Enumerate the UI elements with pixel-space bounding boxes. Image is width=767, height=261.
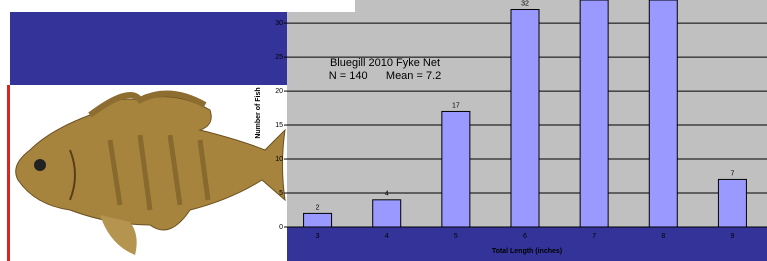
annotation: Bluegill 2010 Fyke Net (330, 57, 440, 69)
y-tick-label: 25 (275, 54, 283, 61)
y-tick-label: 10 (275, 156, 283, 163)
x-tick-label: 6 (523, 233, 527, 240)
y-tick-label: 0 (279, 224, 283, 231)
value-label: 4 (385, 191, 389, 198)
bar (511, 10, 539, 227)
value-label: 17 (452, 102, 460, 109)
bar (649, 0, 677, 227)
y-tick-label: 30 (275, 20, 283, 27)
bar (373, 200, 401, 227)
y-tick-label: 15 (275, 122, 283, 129)
value-label: 32 (521, 0, 529, 7)
y-tick-label: 20 (275, 88, 283, 95)
screen: Number of Fish Total Length (inches) Blu… (0, 0, 767, 261)
bar (580, 0, 608, 227)
x-axis-label: Total Length (inches) (492, 248, 562, 255)
bar (304, 213, 332, 227)
y-tick-label: 5 (279, 190, 283, 197)
x-tick-label: 7 (592, 233, 596, 240)
x-tick-label: 3 (316, 233, 320, 240)
x-tick-label: 9 (730, 233, 734, 240)
value-label: 7 (730, 170, 734, 177)
blue-panel (10, 0, 287, 85)
x-tick-label: 4 (385, 233, 389, 240)
x-tick-label: 5 (454, 233, 458, 240)
red-edge (7, 85, 10, 261)
x-tick-label: 8 (661, 233, 665, 240)
value-label: 2 (316, 204, 320, 211)
annotation: N = 140 Mean = 7.2 (329, 70, 442, 82)
bar (718, 179, 746, 227)
y-axis-label: Number of Fish (255, 87, 262, 138)
bar (442, 111, 470, 227)
x-axis-band (287, 227, 767, 261)
white-bar (10, 0, 355, 12)
